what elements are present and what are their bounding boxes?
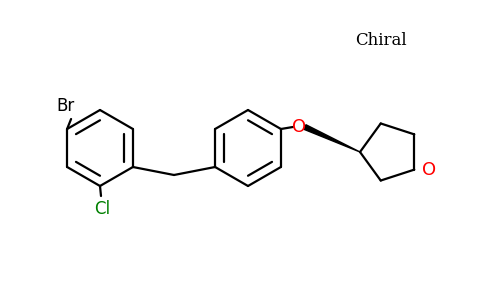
Text: Br: Br	[56, 97, 74, 115]
Text: Chiral: Chiral	[355, 32, 407, 49]
Text: O: O	[422, 160, 437, 178]
Text: Cl: Cl	[94, 200, 110, 218]
Polygon shape	[304, 125, 360, 152]
Text: O: O	[292, 118, 306, 136]
